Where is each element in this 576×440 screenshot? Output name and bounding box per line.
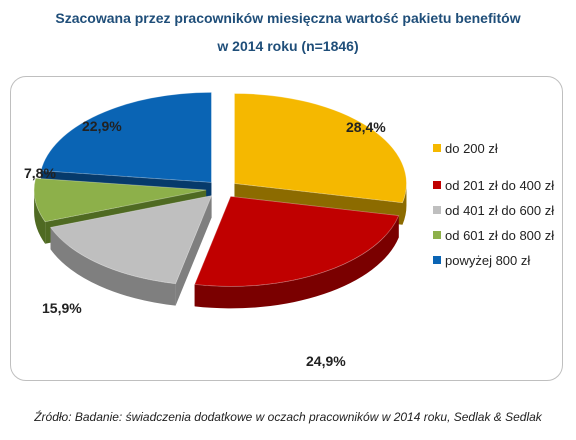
legend-swatch [433, 231, 441, 239]
slice-label-powyzej-800: 22,9% [82, 118, 122, 134]
legend-swatch [433, 181, 441, 189]
legend-swatch [433, 256, 441, 264]
slice-top-1 [194, 195, 400, 287]
slice-label-do-200: 28,4% [346, 119, 386, 135]
legend-item: od 401 zł do 600 zł [433, 200, 563, 221]
slice-top-3 [33, 177, 207, 223]
legend-item: od 601 zł do 800 zł [433, 225, 563, 246]
slice-1 [194, 195, 400, 309]
slice-edge-2-0 [50, 227, 176, 306]
pie-chart [33, 91, 407, 309]
chart-subtitle: w 2014 roku (n=1846) [217, 38, 359, 54]
slice-label-201-400: 24,9% [306, 353, 346, 369]
slice-edge-3-0 [34, 190, 46, 244]
slice-edge-1-0 [194, 215, 399, 309]
slice-top-0 [234, 93, 407, 204]
legend-label: od 401 zł do 600 zł [445, 203, 555, 218]
legend-swatch [433, 206, 441, 214]
legend-label: od 601 zł do 800 zł [445, 228, 555, 243]
slice-wall-2-0 [175, 195, 212, 306]
slice-edge-0-0 [402, 183, 407, 225]
legend-item: do 200 zł [433, 138, 563, 159]
legend-item: od 201 zł do 400 zł [433, 175, 563, 196]
slice-top-4 [40, 91, 212, 183]
legend-label: do 200 zł [445, 141, 498, 156]
slice-label-401-600: 15,9% [42, 300, 82, 316]
legend: do 200 zł od 201 zł do 400 zł od 401 zł … [433, 138, 563, 273]
legend-label: od 201 zł do 400 zł [445, 178, 555, 193]
slice-2 [49, 195, 213, 306]
source-note: Źródło: Badanie: świadczenia dodatkowe w… [34, 410, 542, 424]
chart-title: Szacowana przez pracowników miesięczna w… [55, 10, 521, 26]
legend-swatch [433, 144, 441, 152]
legend-item: powyżej 800 zł [433, 250, 563, 271]
legend-label: powyżej 800 zł [445, 253, 531, 268]
slice-top-2 [49, 195, 213, 285]
slice-label-601-800: 7,8% [24, 165, 56, 181]
